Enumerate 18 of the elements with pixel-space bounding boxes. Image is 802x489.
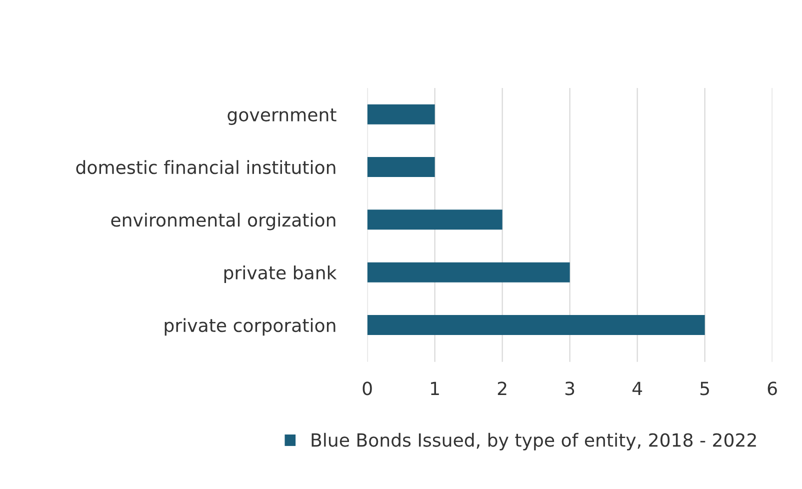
- x-tick-label: 5: [700, 382, 709, 396]
- bar: [367, 104, 435, 124]
- y-tick-label: government: [228, 108, 336, 125]
- bar: [367, 262, 570, 282]
- y-tick-label: private bank: [224, 265, 337, 283]
- x-tick-label: 0: [362, 382, 372, 396]
- x-tick-label: 3: [565, 382, 574, 396]
- x-tick-label: 2: [498, 382, 506, 396]
- legend-label: Blue Bonds Issued, by type of entity, 2018 - 2022: [312, 432, 756, 450]
- x-tick-label: 1: [431, 382, 439, 396]
- bar: [367, 210, 502, 230]
- bar: [367, 157, 435, 178]
- y-tick-label: environmental orgization: [111, 212, 336, 230]
- bar: [367, 314, 705, 336]
- x-tick-label: 6: [768, 382, 777, 396]
- x-tick-label: 4: [632, 382, 642, 396]
- y-tick-label: private corporation: [164, 318, 336, 336]
- y-tick-label: domestic financial institution: [76, 160, 336, 174]
